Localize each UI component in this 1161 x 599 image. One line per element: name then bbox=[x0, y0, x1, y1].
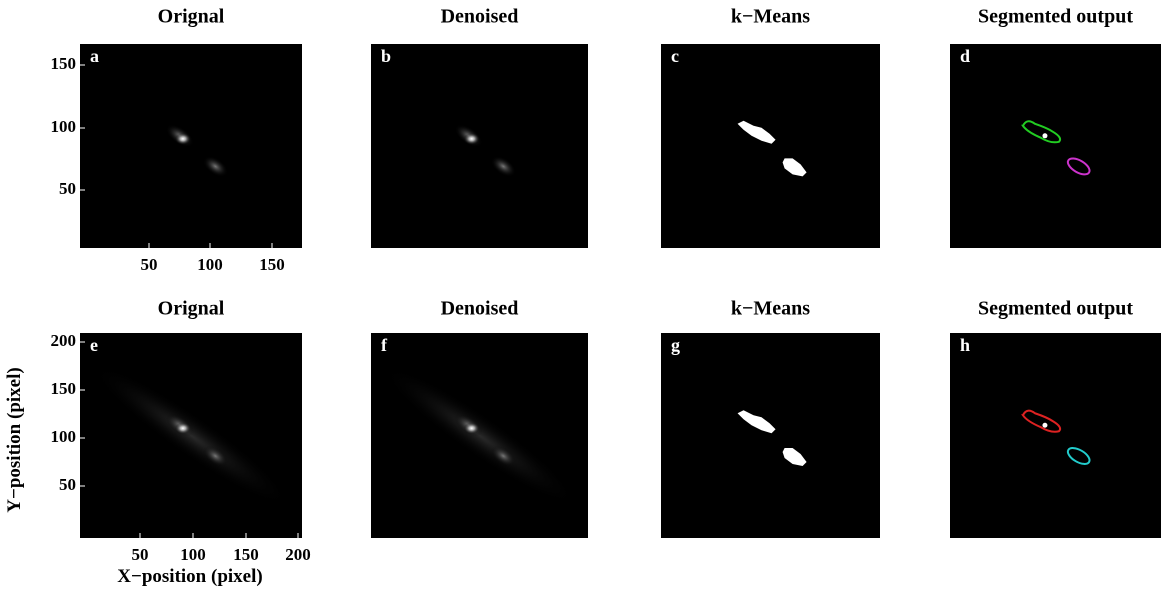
image-background bbox=[950, 44, 1161, 248]
panel-image bbox=[371, 44, 588, 248]
panel-image bbox=[950, 333, 1161, 538]
x-tick-label: 50 bbox=[141, 255, 158, 274]
core-dot bbox=[1042, 133, 1047, 138]
x-tick-label: 200 bbox=[285, 545, 311, 564]
panel-image bbox=[79, 333, 303, 538]
panel-letter: f bbox=[381, 335, 388, 355]
x-tick-label: 150 bbox=[259, 255, 285, 274]
blob-core bbox=[175, 422, 191, 434]
x-tick-label: 50 bbox=[132, 545, 149, 564]
core-dot bbox=[1042, 423, 1047, 428]
figure: Y−position (pixel) X−position (pixel) Or… bbox=[0, 0, 1161, 594]
panel-image bbox=[370, 333, 589, 538]
panel-letter: c bbox=[671, 46, 679, 66]
y-tick-label: 50 bbox=[59, 179, 76, 198]
blob-core bbox=[464, 422, 480, 434]
panel-letter: b bbox=[381, 46, 391, 66]
panel-letter: a bbox=[90, 46, 99, 66]
blob-core bbox=[175, 133, 191, 145]
image-background bbox=[661, 44, 880, 248]
blob-core bbox=[464, 133, 480, 145]
panel-title: k−Means bbox=[731, 6, 810, 28]
panel-title: Denoised bbox=[441, 298, 519, 320]
y-tick-label: 100 bbox=[51, 427, 77, 446]
panel-image bbox=[661, 333, 880, 538]
panel-title: Denoised bbox=[441, 6, 519, 28]
image-background bbox=[661, 333, 880, 538]
panel-image bbox=[661, 44, 880, 248]
panel-letter: g bbox=[671, 335, 680, 355]
panel-letter: d bbox=[960, 46, 970, 66]
panel-image bbox=[950, 44, 1161, 248]
y-tick-label: 50 bbox=[59, 475, 76, 494]
y-tick-label: 150 bbox=[51, 54, 77, 73]
y-axis-label: Y−position (pixel) bbox=[4, 367, 25, 512]
x-tick-label: 100 bbox=[197, 255, 223, 274]
panel-letter: h bbox=[960, 335, 970, 355]
panel-letter: e bbox=[90, 335, 98, 355]
panel-title: Segmented output bbox=[978, 6, 1133, 28]
image-background bbox=[950, 333, 1161, 538]
panel-title: Orignal bbox=[158, 6, 225, 28]
panel-title: k−Means bbox=[731, 298, 810, 320]
panel-title: Segmented output bbox=[978, 298, 1133, 320]
panel-title: Orignal bbox=[158, 298, 225, 320]
x-tick-label: 150 bbox=[233, 545, 259, 564]
x-tick-label: 100 bbox=[180, 545, 206, 564]
panel-image bbox=[80, 44, 302, 248]
x-axis-label: X−position (pixel) bbox=[117, 566, 262, 587]
y-tick-label: 100 bbox=[51, 117, 77, 136]
y-tick-label: 200 bbox=[51, 331, 77, 350]
y-tick-label: 150 bbox=[51, 379, 77, 398]
